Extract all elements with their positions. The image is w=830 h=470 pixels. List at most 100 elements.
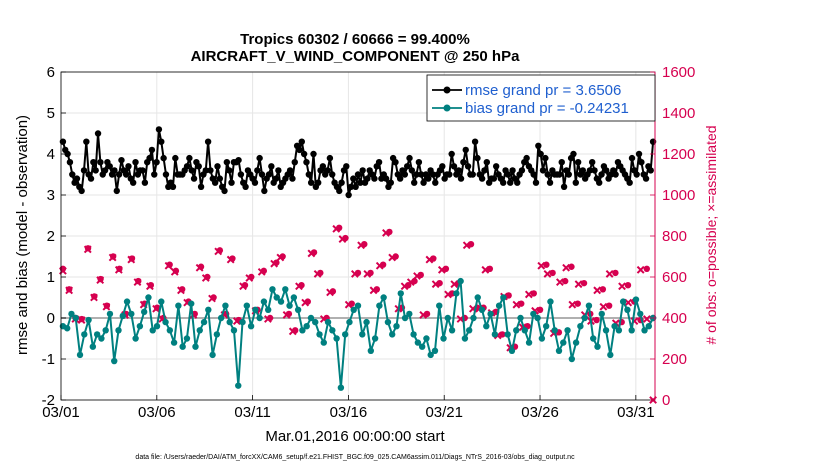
bias-point (153, 323, 161, 330)
legend-bias-label: bias grand pr = -0.24231 (465, 100, 629, 117)
rmse-point (97, 159, 104, 166)
rmse-point (160, 154, 167, 162)
bias-point (282, 286, 289, 293)
chart-title-line1: Tropics 60302 / 60666 = 99.400% (240, 31, 470, 48)
obs-assimilated-point (276, 253, 285, 262)
rmse-point (235, 156, 242, 164)
rmse-point (228, 179, 235, 186)
rmse-point (420, 179, 427, 186)
rmse-point (64, 150, 71, 158)
bias-point (260, 298, 268, 305)
obs-assimilated-point (96, 276, 105, 284)
rmse-point (471, 138, 479, 145)
obs-possible-point (624, 282, 632, 289)
bias-point (162, 318, 169, 326)
rmse-point (265, 171, 273, 178)
rmse-point (579, 167, 587, 174)
rmse-point (237, 171, 245, 178)
rmse-point (329, 171, 336, 178)
rmse-point (474, 154, 481, 162)
bias-point (85, 316, 92, 324)
bias-point (577, 323, 584, 330)
rmse-point (507, 179, 514, 186)
x-axis: 03/01 03/06 03/11 03/16 03/21 03/26 03/31 (42, 395, 655, 421)
bias-point (645, 323, 653, 330)
obs-possible-point (599, 286, 607, 293)
rmse-point (514, 179, 521, 186)
bias-point (337, 384, 345, 391)
bias-point (397, 290, 404, 297)
bias-point (286, 302, 293, 309)
rmse-point (396, 175, 404, 182)
obs-assimilated-point (363, 270, 372, 278)
rmse-point (298, 138, 305, 145)
y2-tick-label-6: 1200 (662, 146, 695, 163)
rmse-point (350, 175, 357, 182)
obs-assimilated-point (537, 261, 546, 270)
bias-point (414, 339, 422, 346)
obs-assimilated-point (90, 293, 98, 302)
bias-point (530, 310, 537, 318)
rmse-point (336, 187, 343, 195)
rmse-point (403, 163, 411, 170)
rmse-point (258, 171, 266, 178)
rmse-point (523, 154, 530, 162)
obs-assimilated-point (425, 255, 434, 264)
y2-tick-label-8: 1600 (662, 64, 695, 81)
rmse-point (544, 171, 551, 178)
obs-assimilated-point (127, 255, 136, 264)
bias-point (380, 294, 387, 301)
bias-point (269, 286, 276, 293)
obs-assimilated-point (332, 224, 341, 233)
bias-point (350, 306, 357, 313)
rmse-point (560, 183, 568, 190)
obs-assimilated-point (313, 270, 322, 278)
bias-point (406, 310, 413, 318)
bias-point (333, 335, 340, 342)
rmse-point (565, 171, 572, 178)
rmse-point (535, 142, 542, 149)
bias-point (560, 339, 567, 346)
rmse-point (539, 167, 547, 174)
rmse-point (364, 175, 371, 182)
obs-assimilated-point (388, 253, 397, 262)
rmse-point (574, 159, 582, 166)
bias-point (513, 327, 520, 334)
rmse-point (195, 163, 202, 170)
obs-possible-point (574, 300, 581, 307)
rmse-point (530, 171, 537, 178)
rmse-point (413, 171, 420, 178)
bias-point (487, 310, 494, 318)
bias-point (354, 302, 362, 309)
bias-point (641, 327, 648, 334)
bias-point (341, 331, 349, 338)
x-tick-label-1: 03/06 (138, 404, 176, 421)
legend-bias-marker (443, 104, 451, 112)
bias-point (98, 335, 105, 342)
obs-assimilated-point (201, 274, 210, 282)
obs-assimilated-point (307, 249, 316, 258)
bias-point (170, 339, 178, 346)
obs-assimilated-point (270, 259, 279, 268)
bias-point (226, 318, 233, 326)
bias-point (495, 302, 503, 309)
bias-point (188, 300, 195, 307)
bias-point (183, 335, 191, 342)
rmse-point (401, 171, 409, 178)
bias-point (384, 318, 392, 326)
obs-assimilated-point (65, 286, 74, 295)
bias-point (615, 327, 623, 334)
bias-point (264, 306, 272, 313)
rmse-point (111, 167, 118, 174)
x-axis-label: Mar.01,2016 00:00:00 start (265, 428, 445, 445)
bias-point (594, 343, 601, 350)
obs-assimilated-point (481, 265, 490, 274)
bias-point (431, 347, 439, 354)
rmse-point (626, 179, 633, 186)
bias-point (200, 318, 208, 326)
bias-point (175, 302, 182, 309)
y-axis-right: 0 200 400 600 800 1000 1200 1400 1600 (650, 64, 695, 409)
obs-assimilated-point (593, 286, 602, 295)
rmse-point (268, 163, 275, 170)
rmse-point (69, 171, 76, 178)
